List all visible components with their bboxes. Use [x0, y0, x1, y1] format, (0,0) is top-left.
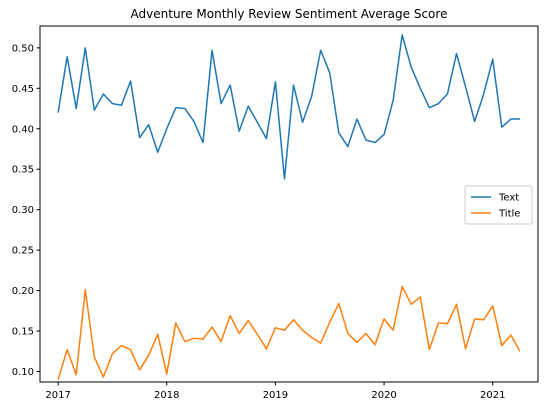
y-tick-label: 0.40	[12, 124, 34, 135]
chart-title: Adventure Monthly Review Sentiment Avera…	[131, 7, 448, 21]
y-tick-label: 0.20	[12, 286, 34, 297]
series-line-text	[57, 34, 520, 180]
x-tick-label: 2018	[154, 390, 179, 401]
x-tick-label: 2020	[371, 390, 396, 401]
y-tick-label: 0.35	[12, 165, 34, 176]
series-line-title	[57, 285, 521, 380]
x-tick-label: 2021	[480, 390, 505, 401]
x-tick-label: 2019	[263, 390, 288, 401]
y-tick-label: 0.45	[12, 84, 34, 95]
y-tick-label: 0.30	[12, 205, 34, 216]
y-tick-label: 0.25	[12, 246, 34, 257]
plot-frame	[39, 25, 539, 383]
x-axis: 2017 2018 2019 2020 2021	[45, 382, 505, 401]
y-tick-label: 0.15	[12, 327, 34, 338]
x-tick-label: 2017	[45, 390, 70, 401]
y-tick-label: 0.50	[12, 43, 34, 54]
legend-box	[464, 185, 533, 225]
series-layer	[57, 34, 521, 380]
y-axis: 0.10 0.15 0.20 0.25 0.30 0.35 0.40 0.45 0.50	[12, 43, 40, 378]
legend: Text Title	[464, 185, 533, 225]
y-tick-label: 0.10	[12, 367, 34, 378]
legend-label-text: Text	[498, 193, 519, 204]
legend-label-title: Title	[498, 209, 520, 220]
